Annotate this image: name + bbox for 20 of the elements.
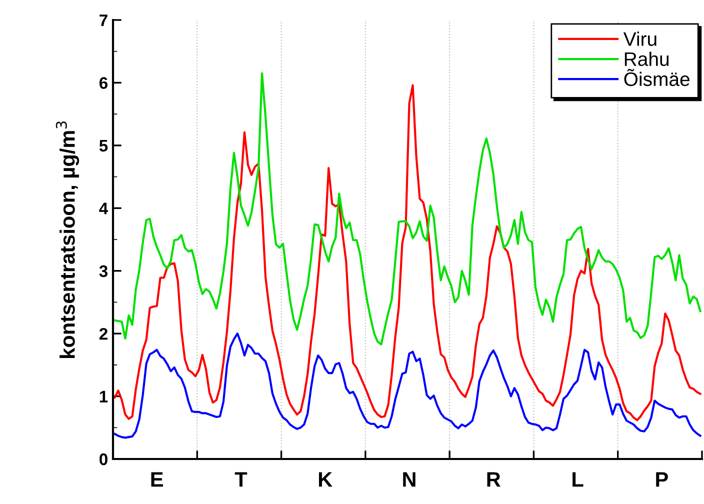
x-tick-label: K — [318, 472, 332, 487]
y-tick-label: 0 — [100, 453, 108, 466]
legend-label: Viru — [623, 32, 656, 46]
y-tick-label: 5 — [99, 140, 108, 152]
y-tick-label: 6 — [99, 77, 108, 89]
x-tick-label: L — [572, 472, 584, 487]
y-tick-label: 4 — [99, 202, 108, 214]
y-tick-label: 7 — [100, 14, 108, 26]
x-tick-label: R — [487, 472, 500, 487]
y-tick-label: 1 — [100, 390, 108, 402]
legend-label: Rahu — [624, 52, 669, 66]
y-tick-label: 2 — [99, 328, 108, 340]
x-tick-label: E — [151, 472, 163, 487]
y-tick-label: 3 — [99, 265, 108, 278]
x-tick-label: P — [656, 472, 668, 487]
line-series — [114, 332, 702, 439]
x-tick-label: T — [234, 472, 248, 487]
x-tick-label: N — [403, 472, 416, 487]
y-axis-title: kontsentratsioon, µg/m$^{3}$ — [56, 121, 80, 358]
legend-label: Õismäe — [624, 68, 690, 86]
